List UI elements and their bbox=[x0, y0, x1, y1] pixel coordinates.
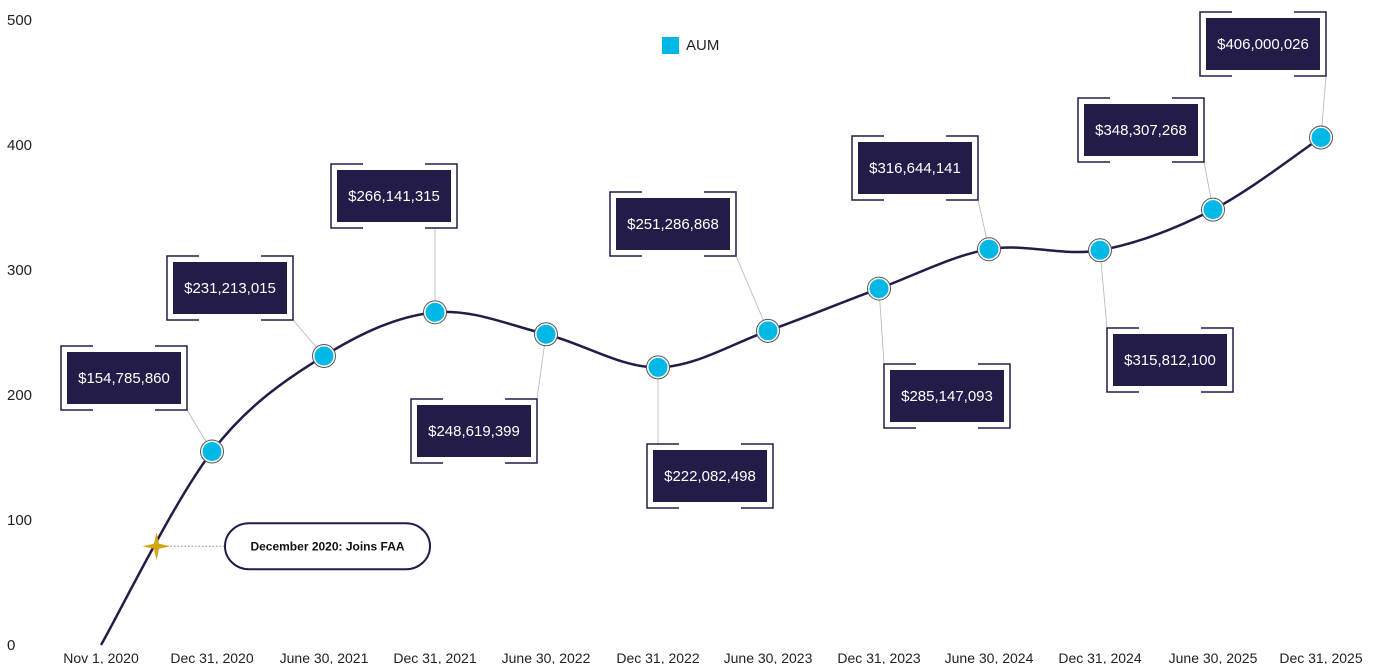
label-box bbox=[858, 142, 972, 194]
value-label: $248,619,399 bbox=[410, 398, 538, 464]
value-label: $406,000,026 bbox=[1199, 11, 1327, 77]
label-frame bbox=[1106, 327, 1234, 393]
data-point bbox=[648, 357, 668, 377]
x-tick-label: Dec 31, 2025 bbox=[1279, 650, 1362, 664]
y-tick-label: 100 bbox=[7, 512, 32, 529]
label-frame bbox=[883, 363, 1011, 429]
legend-swatch-aum bbox=[662, 37, 679, 54]
label-box bbox=[67, 352, 181, 404]
y-tick-label: 200 bbox=[7, 387, 32, 404]
data-markers bbox=[200, 125, 1333, 464]
x-axis: Nov 1, 2020 Dec 31, 2020 June 30, 2021 Dec … bbox=[63, 650, 1363, 664]
value-label: $266,141,315 bbox=[330, 163, 458, 229]
data-point bbox=[314, 346, 334, 366]
x-tick-label: Dec 31, 2024 bbox=[1058, 650, 1141, 664]
x-tick-label: June 30, 2022 bbox=[502, 650, 591, 664]
label-box bbox=[653, 450, 767, 502]
label-frame bbox=[410, 398, 538, 464]
label-box bbox=[1206, 18, 1320, 70]
x-tick-label: Dec 31, 2021 bbox=[393, 650, 476, 664]
label-frame bbox=[330, 163, 458, 229]
x-tick-label: Nov 1, 2020 bbox=[63, 650, 139, 664]
value-label-text: $231,213,015 bbox=[184, 280, 276, 297]
label-frame bbox=[1199, 11, 1327, 77]
x-tick-label: June 30, 2021 bbox=[280, 650, 369, 664]
x-tick-label: Dec 31, 2020 bbox=[170, 650, 253, 664]
data-point bbox=[1203, 200, 1223, 220]
leader-line bbox=[735, 255, 769, 332]
x-tick-label: June 30, 2025 bbox=[1169, 650, 1258, 664]
label-box bbox=[1084, 104, 1198, 156]
y-tick-label: 300 bbox=[7, 262, 32, 279]
annotation-text: December 2020: Joins FAA bbox=[250, 539, 404, 553]
label-box bbox=[337, 170, 451, 222]
x-tick-label: June 30, 2024 bbox=[945, 650, 1034, 664]
label-frame bbox=[851, 135, 979, 201]
data-point bbox=[979, 239, 999, 259]
label-box bbox=[616, 198, 730, 250]
star-icon bbox=[142, 532, 171, 561]
leader-line bbox=[1099, 250, 1108, 329]
annotation: December 2020: Joins FAA bbox=[142, 522, 431, 571]
value-label: $316,644,141 bbox=[851, 135, 979, 201]
x-tick-label: Dec 31, 2023 bbox=[837, 650, 920, 664]
value-label-text: $406,000,026 bbox=[1217, 36, 1309, 53]
data-point bbox=[202, 442, 222, 462]
y-tick-label: 400 bbox=[7, 137, 32, 154]
value-label-text: $154,785,860 bbox=[78, 370, 170, 387]
label-frame bbox=[646, 443, 774, 509]
x-tick-label: Dec 31, 2022 bbox=[616, 650, 699, 664]
value-label: $154,785,860 bbox=[60, 345, 188, 411]
label-box bbox=[890, 370, 1004, 422]
value-label: $348,307,268 bbox=[1077, 97, 1205, 163]
label-frame bbox=[1077, 97, 1205, 163]
value-label: $315,812,100 bbox=[1106, 327, 1234, 393]
data-point bbox=[1311, 127, 1331, 147]
label-frame bbox=[60, 345, 188, 411]
legend-label-aum: AUM bbox=[686, 37, 719, 54]
value-label-text: $222,082,498 bbox=[664, 468, 756, 485]
label-box bbox=[173, 262, 287, 314]
label-box bbox=[1113, 334, 1227, 386]
x-tick-label: June 30, 2023 bbox=[724, 650, 813, 664]
value-label: $285,147,093 bbox=[883, 363, 1011, 429]
data-point bbox=[1090, 240, 1110, 260]
value-label: $222,082,498 bbox=[646, 443, 774, 509]
data-point bbox=[536, 324, 556, 344]
value-label-text: $316,644,141 bbox=[869, 160, 961, 177]
value-label: $251,286,868 bbox=[609, 191, 737, 257]
value-label-text: $251,286,868 bbox=[627, 216, 719, 233]
y-axis: 0 100 200 300 400 500 bbox=[7, 12, 32, 654]
label-frame bbox=[166, 255, 294, 321]
value-labels: $154,785,860 $231,213,015 $266,141,315 $248… bbox=[60, 11, 1327, 509]
data-point bbox=[869, 279, 889, 299]
label-frame bbox=[609, 191, 737, 257]
value-label-text: $285,147,093 bbox=[901, 388, 993, 405]
value-label: $231,213,015 bbox=[166, 255, 294, 321]
legend: AUM bbox=[662, 37, 719, 54]
y-tick-label: 500 bbox=[7, 12, 32, 29]
value-label-text: $266,141,315 bbox=[348, 188, 440, 205]
value-label-text: $348,307,268 bbox=[1095, 122, 1187, 139]
annotation-box bbox=[224, 522, 431, 571]
data-point bbox=[425, 302, 445, 322]
value-label-text: $248,619,399 bbox=[428, 423, 520, 440]
leader-line bbox=[878, 288, 885, 365]
label-box bbox=[417, 405, 531, 457]
data-point bbox=[758, 321, 778, 341]
y-tick-label: 0 bbox=[7, 637, 15, 654]
value-label-text: $315,812,100 bbox=[1124, 352, 1216, 369]
